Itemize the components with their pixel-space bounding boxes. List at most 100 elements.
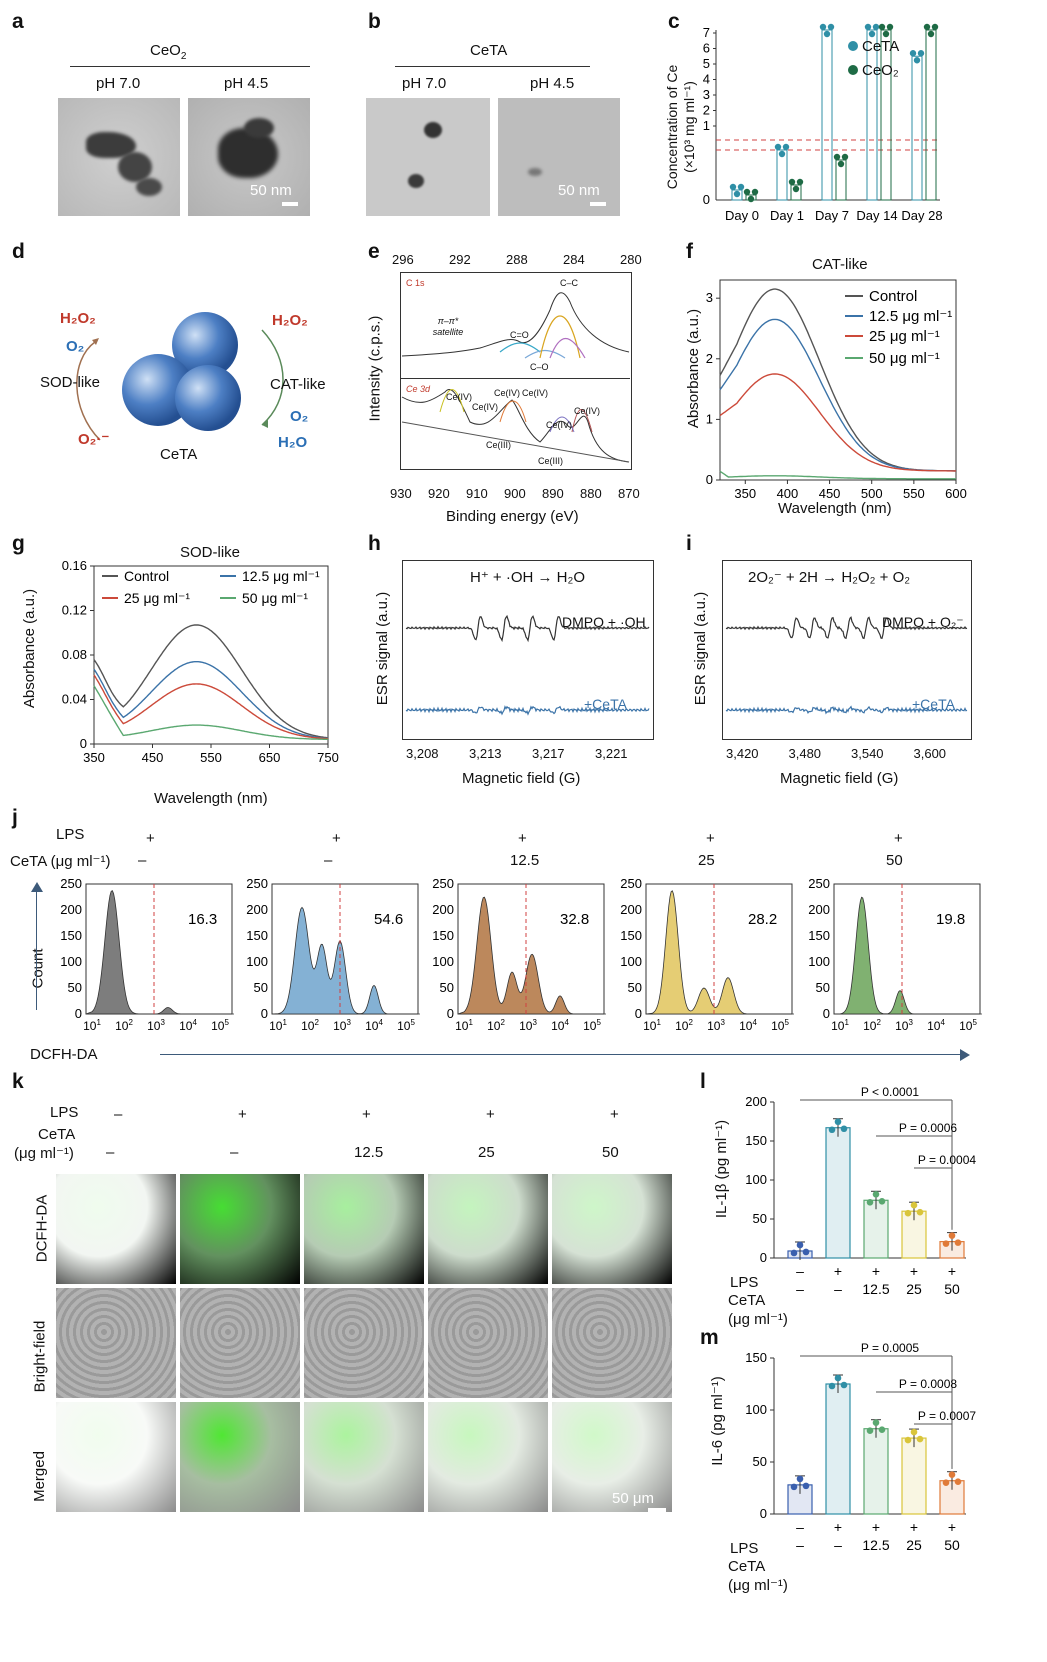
tem-image-ceta-ph7 [366, 98, 490, 216]
data-point [868, 30, 876, 38]
gate-percentage: 16.3 [188, 911, 217, 928]
series-line [93, 624, 329, 739]
tick-label: 3,480 [788, 746, 822, 761]
panel-a-bracket [70, 66, 310, 67]
c1s-trace [401, 292, 630, 357]
tick-label: 1 [703, 118, 710, 133]
panel-d-schematic [76, 312, 284, 441]
tick-label: 150 [745, 1350, 767, 1365]
tick-label: 0 [261, 1006, 268, 1021]
tick-label: 50 [753, 1454, 767, 1469]
panel-b-ph1: pH 7.0 [402, 75, 447, 92]
tick-label: 890 [542, 486, 564, 501]
panel-f-xlabel: Wavelength (nm) [778, 500, 892, 517]
peak-label: Ce(IV) [574, 406, 601, 416]
merged-image [428, 1402, 548, 1512]
data-point [872, 23, 880, 31]
bar [866, 29, 878, 201]
panel-letter-h: h [368, 532, 381, 555]
tick-label: 102 [487, 1018, 505, 1033]
tick-label: 103 [519, 1018, 537, 1033]
lps-sign: – [796, 1519, 804, 1535]
tick-label: 100 [745, 1402, 767, 1417]
ceta-concentration: 50 [944, 1281, 960, 1297]
bar [925, 29, 937, 201]
tick-label: 450 [142, 750, 164, 765]
legend-label: 12.5 μg ml⁻¹ [869, 308, 952, 325]
data-point [910, 1428, 918, 1436]
bright-field-image [304, 1288, 424, 1398]
tick-label: 200 [745, 1094, 767, 1109]
peak-label: π–π* satellite [432, 316, 464, 337]
legend-label: 12.5 μg ml⁻¹ [242, 568, 320, 584]
scale-label: 50 μm [612, 1490, 654, 1507]
panel-k-row2a: CeTA [38, 1126, 76, 1143]
tick-label: 930 [390, 486, 412, 501]
tick-label: 102 [675, 1018, 693, 1033]
tick-label: 103 [707, 1018, 725, 1033]
c1s-fit-co [499, 342, 541, 353]
panel-m-row2a: CeTA [728, 1558, 766, 1575]
data-point [802, 1482, 810, 1490]
bright-field-image [428, 1288, 548, 1398]
flow-histogram: 0 50 100 150 200 250 101 102 103 104 105 32.8 [432, 876, 606, 1033]
data-point [878, 23, 886, 31]
gate-percentage: 28.2 [748, 911, 777, 928]
panel-k-row1: LPS [50, 1104, 79, 1121]
histogram-area [271, 906, 420, 1015]
data-point [790, 1249, 798, 1257]
lps-sign: + [872, 1263, 880, 1279]
tick-label: 150 [246, 928, 268, 943]
tick-label: 200 [432, 902, 454, 917]
panel-b-scale-bar [590, 202, 606, 206]
ce3d-fit [571, 409, 593, 433]
tick-label: 100 [60, 954, 82, 969]
esr-trace [725, 705, 968, 715]
fluorescence-image [552, 1174, 672, 1284]
tick-label: Day 14 [856, 208, 897, 223]
tick-label: 284 [563, 252, 585, 267]
lps-sign: + [834, 1519, 842, 1535]
lps-sign: + [146, 830, 155, 847]
plot-frame [719, 279, 957, 481]
panel-m-chart: 0 50 100 150 – – + – +12.5 +25 +50 P = 0.0005 P = 0.… [745, 1341, 976, 1553]
data-point [917, 50, 925, 57]
panel-c-legend-ceo2: CeO₂ [862, 62, 899, 79]
tick-label: 50 [753, 1211, 767, 1226]
panel-l-ylabel: IL-1β (pg ml⁻¹) [713, 1119, 731, 1219]
panel-h-xlabel: Magnetic field (G) [462, 770, 581, 787]
tick-label: 150 [432, 928, 454, 943]
ceta-concentration: 25 [906, 1281, 922, 1297]
lps-sign: + [910, 1263, 918, 1279]
ceta-concentration: – [796, 1537, 804, 1553]
ce3d-trace [401, 389, 630, 463]
panel-a-ph2: pH 4.5 [224, 75, 269, 92]
histogram-area [645, 890, 794, 1015]
tick-label: 450 [819, 486, 841, 501]
panel-i-plot [722, 560, 972, 740]
tick-label: 104 [739, 1018, 757, 1033]
panel-d-center-label: CeTA [160, 446, 198, 463]
ceta-concentration: 12.5 [354, 1144, 384, 1161]
tick-label: 50 [68, 980, 82, 995]
data-point [819, 23, 827, 31]
panel-c-ylabel: Concentration of Ce (×10³ mg ml⁻¹) [664, 64, 697, 190]
panel-letter-e: e [368, 240, 380, 263]
fluorescence-image [180, 1174, 300, 1284]
lps-sign: + [332, 830, 341, 847]
tick-label: 250 [60, 876, 82, 891]
panel-g-title: SOD-like [180, 544, 241, 561]
bar [835, 159, 847, 201]
data-point [866, 1427, 874, 1435]
panel-i-reaction: 2O₂⁻ + 2H → H₂O₂ + O₂ [748, 569, 911, 586]
merged-image [180, 1402, 300, 1512]
data-point [954, 1239, 962, 1246]
tick-label: 50 [816, 980, 830, 995]
data-point [751, 188, 759, 196]
panel-e-ce3d: Ce 3d [406, 384, 431, 394]
bright-field-image [552, 1288, 672, 1398]
data-point [931, 23, 939, 31]
gate-percentage: 19.8 [936, 911, 965, 928]
tick-label: 250 [432, 876, 454, 891]
bar [821, 29, 833, 201]
